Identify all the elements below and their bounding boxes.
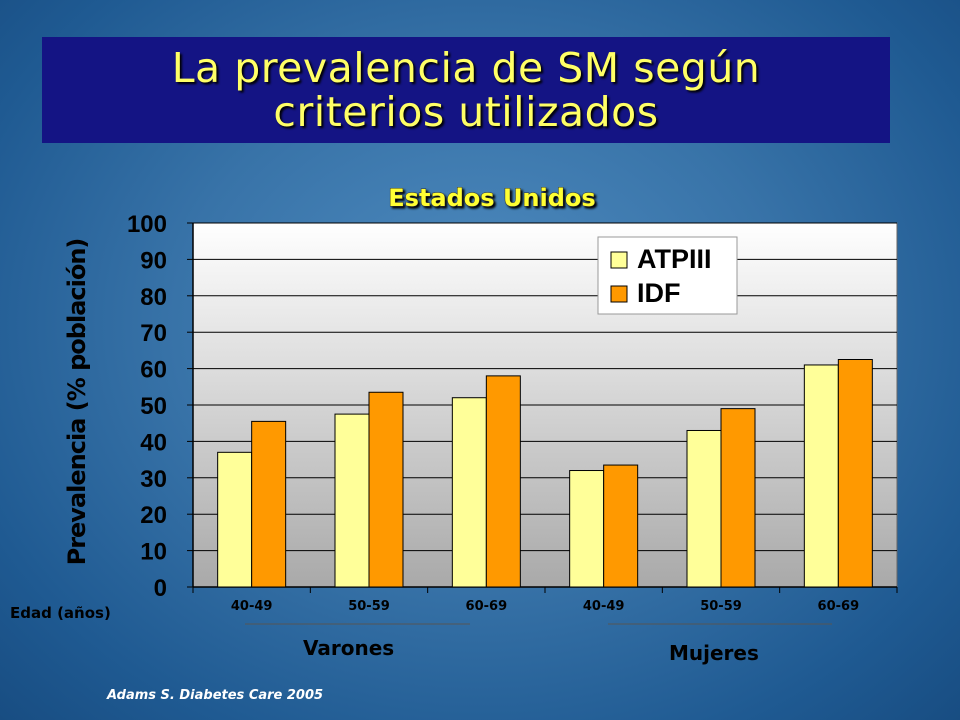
bar-idf-3: [603, 464, 639, 588]
age-axis-label: Edad (años): [10, 604, 111, 622]
x-tick-label: 50-59: [348, 599, 390, 614]
y-tick-label: 100: [127, 211, 167, 238]
y-tick-label: 10: [140, 539, 167, 566]
bar-atpiii-2: [451, 397, 487, 588]
x-tick-label: 40-49: [231, 599, 273, 614]
y-tick-label: 30: [140, 466, 167, 493]
legend-swatch-idf: [610, 285, 628, 303]
bar-idf-2: [485, 375, 521, 588]
y-tick-label: 90: [140, 247, 167, 274]
x-tick-label: 60-69: [818, 599, 860, 614]
group-label-mujeres: Mujeres: [669, 641, 759, 665]
bar-atpiii-4: [686, 429, 722, 588]
legend-label-idf: IDF: [637, 278, 681, 308]
x-tick-label: 60-69: [466, 599, 508, 614]
y-tick-label: 60: [140, 357, 167, 384]
group-label-varones: Varones: [303, 636, 395, 660]
y-tick-label: 20: [140, 502, 167, 529]
bar-atpiii-3: [569, 470, 605, 588]
y-tick-label: 80: [140, 284, 167, 311]
chart-title: Estados Unidos: [388, 184, 595, 212]
citation: Adams S. Diabetes Care 2005: [107, 688, 324, 703]
bar-idf-5: [837, 359, 873, 588]
y-tick-label: 0: [154, 575, 167, 602]
legend-swatch-atpiii: [610, 251, 628, 269]
y-tick-label: 40: [140, 429, 167, 456]
slide-title-line2: criterios utilizados: [273, 88, 659, 136]
slide-title-line1: La prevalencia de SM según: [171, 44, 761, 92]
x-tick-label: 40-49: [583, 599, 625, 614]
bar-atpiii-1: [334, 413, 370, 588]
bar-idf-4: [720, 408, 756, 588]
y-tick-label: 70: [140, 320, 167, 347]
bar-idf-1: [368, 391, 404, 588]
y-tick-label: 50: [140, 393, 167, 420]
bar-atpiii-0: [217, 451, 253, 588]
y-axis-title: Prevalencia (% población): [63, 239, 91, 566]
title-box: La prevalencia de SM según criterios uti…: [42, 37, 890, 143]
bar-idf-0: [251, 420, 287, 588]
x-tick-label: 50-59: [700, 599, 742, 614]
bar-atpiii-5: [803, 364, 839, 588]
legend-label-atpiii: ATPIII: [637, 244, 712, 274]
